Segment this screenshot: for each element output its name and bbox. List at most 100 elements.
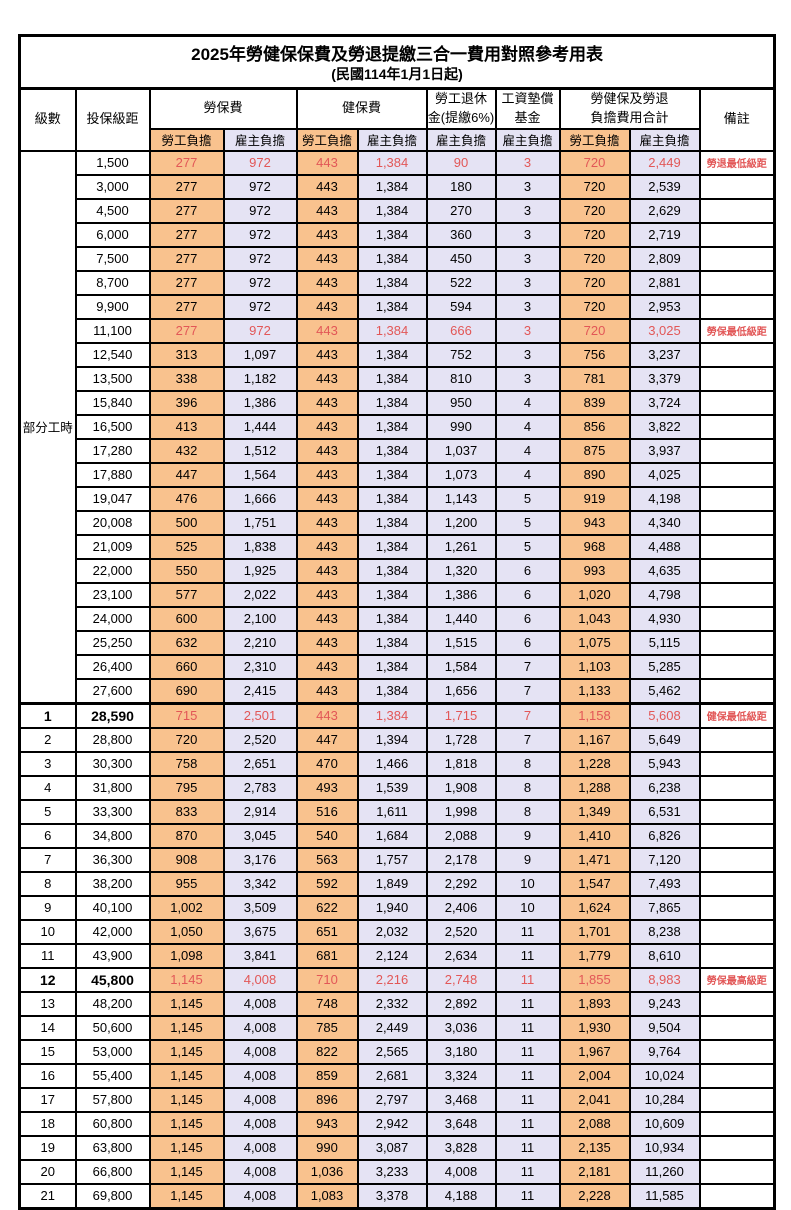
level-cell: 3	[18, 750, 77, 777]
value-cell: 338	[148, 365, 225, 392]
value-cell: 277	[148, 317, 225, 344]
value-cell: 720	[558, 149, 631, 176]
value-cell: 1,073	[425, 461, 497, 488]
value-cell: 8	[494, 774, 561, 801]
value-cell: 443	[295, 269, 359, 296]
value-cell: 1,701	[558, 918, 631, 945]
header-health-employer-share: 雇主負擔	[356, 127, 428, 152]
value-cell: 1,036	[295, 1158, 359, 1185]
value-cell: 432	[148, 437, 225, 464]
value-cell: 443	[295, 653, 359, 680]
value-cell: 2,501	[222, 701, 298, 729]
value-cell: 1,037	[425, 437, 497, 464]
value-cell: 3,025	[628, 317, 701, 344]
header-pension-employer-share: 雇主負擔	[425, 127, 497, 152]
value-cell: 1,384	[356, 221, 428, 248]
value-cell: 3,841	[222, 942, 298, 969]
value-cell: 943	[558, 509, 631, 536]
table-row: 11,100 277 972 443 1,384 666 3 720 3,025 勞保最低級距	[20, 317, 776, 344]
header-total: 勞健保及勞退 負擔費用合計	[558, 87, 701, 130]
value-cell: 720	[558, 245, 631, 272]
value-cell: 396	[148, 389, 225, 416]
value-cell: 1,384	[356, 293, 428, 320]
value-cell: 9,243	[628, 990, 701, 1017]
value-cell: 1,384	[356, 197, 428, 224]
value-cell: 1,611	[356, 798, 428, 825]
value-cell: 4,930	[628, 605, 701, 632]
value-cell: 810	[425, 365, 497, 392]
value-cell: 1,384	[356, 365, 428, 392]
value-cell: 9	[494, 846, 561, 873]
table-row: 16 55,400 1,145 4,008 859 2,681 3,324 11 2,004 10…	[18, 1062, 776, 1089]
value-cell: 1,384	[356, 701, 428, 729]
bracket-cell: 66,800	[74, 1158, 151, 1185]
value-cell: 443	[295, 413, 359, 440]
value-cell: 11	[494, 1158, 561, 1185]
level-cell: 21	[18, 1182, 77, 1210]
table-row: 4 31,800 795 2,783 493 1,539 1,908 8 1,288 6,238	[18, 774, 776, 801]
bracket-cell: 23,100	[74, 581, 151, 608]
value-cell: 443	[295, 317, 359, 344]
value-cell: 5,115	[628, 629, 701, 656]
value-cell: 990	[295, 1134, 359, 1161]
remark-cell	[698, 1110, 776, 1137]
value-cell: 5,285	[628, 653, 701, 680]
value-cell: 4,008	[222, 1158, 298, 1185]
value-cell: 1,145	[148, 1038, 225, 1065]
remark-cell	[698, 894, 776, 921]
reference-table-container: 2025年勞健保保費及勞退提繳三合一費用對照參考用表 (民國114年1月1日起)…	[18, 34, 777, 1210]
value-cell: 1,143	[425, 485, 497, 512]
value-cell: 622	[295, 894, 359, 921]
value-cell: 443	[295, 629, 359, 656]
value-cell: 1,656	[425, 677, 497, 705]
header-health-fee: 健保費	[295, 87, 428, 130]
value-cell: 1,440	[425, 605, 497, 632]
level-cell: 5	[18, 798, 77, 825]
table-row: 8,700 277 972 443 1,384 522 3 720 2,881	[20, 269, 776, 296]
table-row: 15,840 396 1,386 443 1,384 950 4 839 3,724	[20, 389, 776, 416]
value-cell: 781	[558, 365, 631, 392]
value-cell: 3,378	[356, 1182, 428, 1210]
value-cell: 8,983	[628, 966, 701, 993]
value-cell: 1,320	[425, 557, 497, 584]
table-row: 17,880 447 1,564 443 1,384 1,073 4 890 4,025	[20, 461, 776, 488]
value-cell: 3,180	[425, 1038, 497, 1065]
value-cell: 972	[222, 293, 298, 320]
bracket-cell: 13,500	[74, 365, 151, 392]
remark-cell	[698, 605, 776, 632]
table-row: 22,000 550 1,925 443 1,384 1,320 6 993 4,635	[20, 557, 776, 584]
value-cell: 1,384	[356, 509, 428, 536]
table-row: 25,250 632 2,210 443 1,384 1,515 6 1,075 5,115	[20, 629, 776, 656]
value-cell: 443	[295, 245, 359, 272]
value-cell: 715	[148, 701, 225, 729]
value-cell: 3,509	[222, 894, 298, 921]
header-wage-fund: 工資墊償 基金	[494, 87, 561, 130]
value-cell: 11	[494, 1086, 561, 1113]
value-cell: 2,783	[222, 774, 298, 801]
remark-cell: 勞退最低級距	[698, 149, 776, 176]
value-cell: 443	[295, 605, 359, 632]
remark-cell	[698, 197, 776, 224]
table-row: 19,047 476 1,666 443 1,384 1,143 5 919 4,198	[20, 485, 776, 512]
value-cell: 651	[295, 918, 359, 945]
remark-cell	[698, 557, 776, 584]
value-cell: 2,216	[356, 966, 428, 993]
table-row: 10 42,000 1,050 3,675 651 2,032 2,520 11 1,701 8,…	[18, 918, 776, 945]
level-cell: 15	[18, 1038, 77, 1065]
value-cell: 3,468	[425, 1086, 497, 1113]
level-cell: 14	[18, 1014, 77, 1041]
header-total-employee-share: 勞工負擔	[558, 127, 631, 152]
value-cell: 313	[148, 341, 225, 368]
value-cell: 3,379	[628, 365, 701, 392]
value-cell: 3,648	[425, 1110, 497, 1137]
value-cell: 1,167	[558, 726, 631, 753]
value-cell: 1,288	[558, 774, 631, 801]
value-cell: 1,145	[148, 966, 225, 993]
bracket-cell: 9,900	[74, 293, 151, 320]
table-row: 26,400 660 2,310 443 1,384 1,584 7 1,103 5,285	[20, 653, 776, 680]
value-cell: 710	[295, 966, 359, 993]
remark-cell	[698, 533, 776, 560]
value-cell: 550	[148, 557, 225, 584]
value-cell: 9	[494, 822, 561, 849]
remark-cell	[698, 413, 776, 440]
